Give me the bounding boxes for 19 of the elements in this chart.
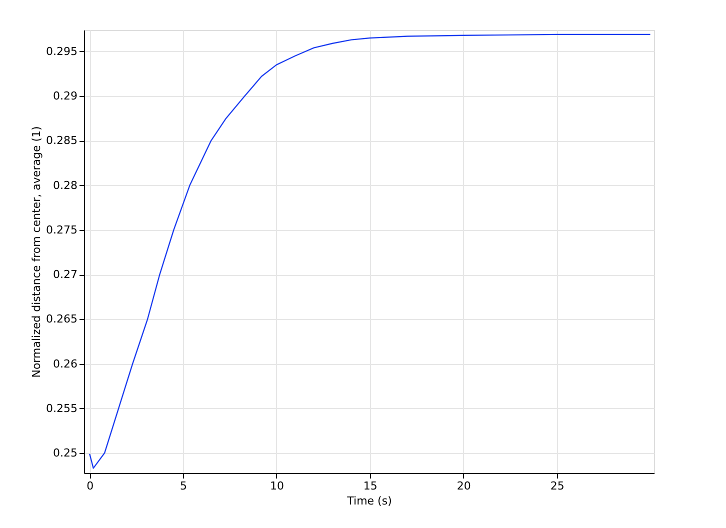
y-axis-title: Normalized distance from center, average (1) <box>30 126 44 378</box>
y-tick-label: 0.265 <box>46 312 78 326</box>
x-axis-title: Time (s) <box>346 494 392 508</box>
x-tick-label: 15 <box>363 480 378 492</box>
y-tick-label: 0.29 <box>53 90 78 103</box>
y-tick-label: 0.25 <box>53 446 78 460</box>
y-tick-label: 0.285 <box>46 134 78 148</box>
x-tick-label: 10 <box>270 480 284 492</box>
x-tick-label: 20 <box>456 480 471 492</box>
y-tick-label: 0.255 <box>46 402 78 415</box>
y-tick-label: 0.27 <box>53 268 78 282</box>
y-tick-label: 0.28 <box>53 178 78 192</box>
x-tick-label: 25 <box>550 480 564 492</box>
y-tick-label: 0.295 <box>46 44 78 58</box>
line-series <box>89 34 651 469</box>
x-tick-label: 5 <box>180 480 188 492</box>
x-tick-label: 0 <box>86 480 94 492</box>
y-tick-label: 0.26 <box>53 357 78 370</box>
y-tick-label: 0.275 <box>46 223 78 236</box>
